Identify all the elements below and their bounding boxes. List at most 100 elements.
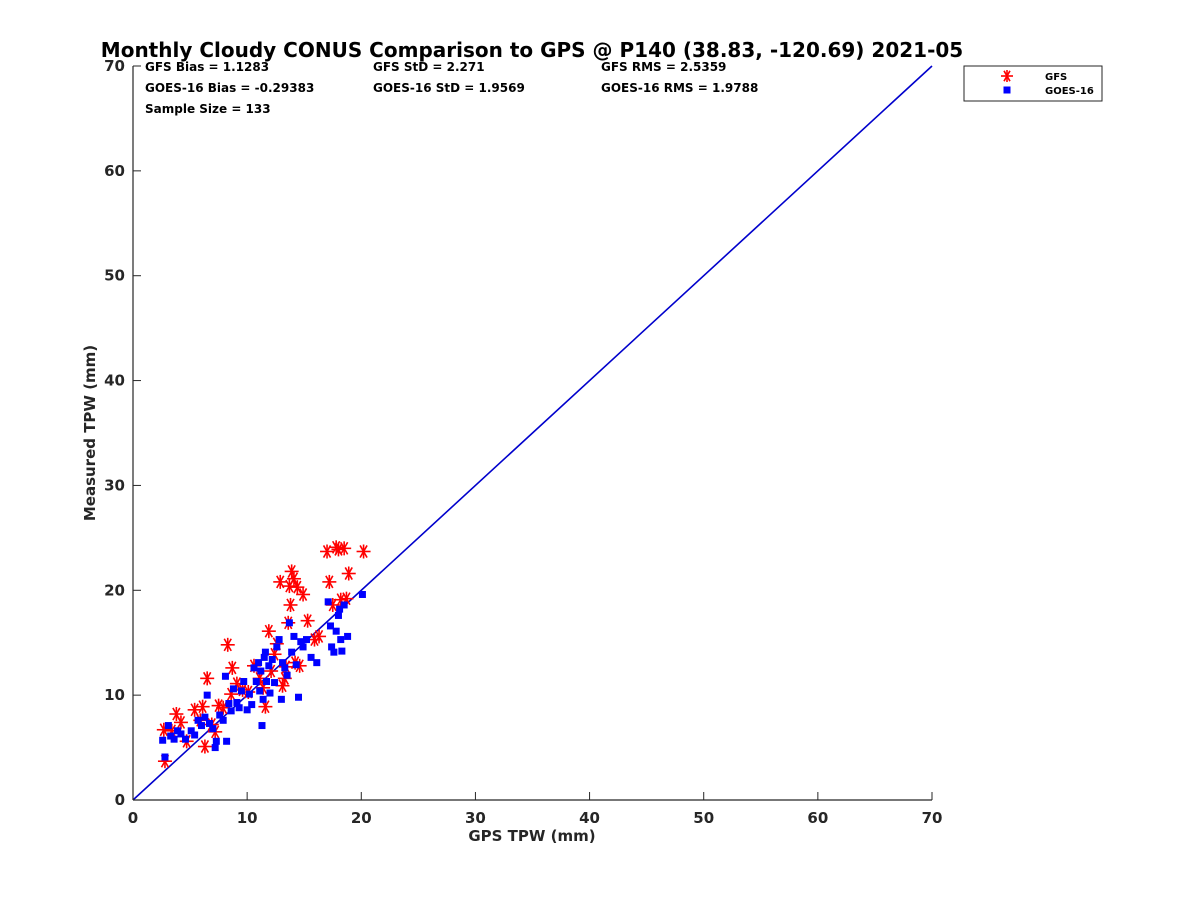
goes-point (219, 716, 227, 724)
goes-point (203, 691, 211, 699)
goes-point (302, 636, 310, 644)
gfs-point (261, 624, 276, 639)
goes-std-text: GOES-16 StD = 1.9569 (373, 81, 525, 95)
gfs-point (290, 580, 305, 595)
gfs-point (341, 566, 356, 581)
goes-point (256, 687, 264, 695)
goes-point (191, 731, 199, 739)
x-tick-label: 0 (128, 809, 138, 827)
goes-point (161, 753, 169, 761)
gfs-point (312, 629, 327, 644)
x-tick-label: 20 (351, 809, 372, 827)
goes-point (277, 695, 285, 703)
goes-point (248, 701, 256, 709)
goes-point (164, 722, 172, 730)
goes-point (258, 722, 266, 730)
legend-goes-marker (1003, 86, 1011, 94)
legend-gfs-marker (1001, 70, 1013, 82)
goes-point (281, 664, 289, 672)
goes-point (221, 672, 229, 680)
y-axis-label: Measured TPW (mm) (81, 345, 99, 521)
x-tick-label: 10 (237, 809, 258, 827)
y-tick-label: 70 (104, 57, 125, 75)
legend-goes-symbol (1003, 86, 1011, 94)
goes-point (245, 690, 253, 698)
goes-point (283, 671, 291, 679)
gfs-point (286, 571, 301, 586)
goes-point (255, 659, 263, 667)
y-tick-label: 30 (104, 476, 125, 494)
gfs-point (283, 597, 298, 612)
goes-point (235, 704, 243, 712)
goes-point (297, 638, 305, 646)
goes-point (344, 632, 352, 640)
goes-point (233, 698, 241, 706)
goes-point (266, 689, 274, 697)
x-axis-label: GPS TPW (mm) (468, 827, 595, 845)
goes-point (187, 727, 195, 735)
x-tick-label: 70 (922, 809, 943, 827)
legend-gfs-symbol (1001, 70, 1013, 82)
goes-point (273, 643, 281, 651)
goes-point (229, 685, 237, 693)
plot-area (132, 65, 933, 801)
sample-size-text: Sample Size = 133 (145, 102, 271, 116)
goes-point (336, 605, 344, 613)
goes-point (332, 627, 340, 635)
goes-series-layer (159, 590, 366, 761)
goes-point (260, 653, 268, 661)
goes-point (271, 679, 279, 687)
goes-point (313, 659, 321, 667)
y-tick-label: 0 (115, 791, 125, 809)
gfs-point (173, 715, 188, 730)
goes-point (330, 648, 338, 656)
goes-rms-text: GOES-16 RMS = 1.9788 (601, 81, 758, 95)
goes-point (261, 648, 269, 656)
goes-point (358, 590, 366, 598)
x-tick-label: 50 (693, 809, 714, 827)
goes-point (285, 619, 293, 627)
goes-point (211, 744, 219, 752)
legend-box (963, 65, 1103, 102)
goes-point (243, 706, 251, 714)
goes-point (326, 622, 334, 630)
chart-title: Monthly Cloudy CONUS Comparison to GPS @… (101, 38, 963, 62)
goes-point (209, 725, 217, 733)
legend-goes-label: GOES-16 (1045, 86, 1094, 97)
gfs-point (200, 671, 215, 686)
y-ticks: 0 10 20 30 40 50 60 70 (104, 57, 141, 809)
goes-point (205, 719, 213, 727)
goes-point (263, 678, 271, 686)
goes-point (194, 716, 202, 724)
goes-point (227, 707, 235, 715)
goes-point (197, 722, 205, 730)
gfs-point (187, 702, 202, 717)
goes-point (334, 611, 342, 619)
gfs-std-text: GFS StD = 2.271 (373, 60, 485, 74)
goes-point (170, 735, 178, 743)
axes: 0 10 20 30 40 50 60 70 0 10 20 30 40 50 60 70 (104, 57, 942, 827)
gfs-point (225, 660, 240, 675)
x-tick-label: 40 (579, 809, 600, 827)
x-tick-label: 60 (807, 809, 828, 827)
goes-point (340, 601, 348, 609)
goes-point (159, 736, 167, 744)
gfs-point (197, 739, 212, 754)
gfs-point (337, 541, 352, 556)
goes-point (275, 636, 283, 644)
y-tick-label: 40 (104, 372, 125, 390)
gfs-series-layer (156, 540, 371, 769)
y-tick-label: 10 (104, 686, 125, 704)
goes-point (223, 737, 231, 745)
goes-point (257, 667, 265, 675)
goes-point (252, 678, 260, 686)
goes-point (279, 659, 287, 667)
y-tick-label: 20 (104, 581, 125, 599)
goes-point (268, 655, 276, 663)
x-tick-label: 30 (465, 809, 486, 827)
goes-point (295, 693, 303, 701)
legend-gfs-label: GFS (1045, 72, 1067, 83)
gfs-point (296, 587, 311, 602)
